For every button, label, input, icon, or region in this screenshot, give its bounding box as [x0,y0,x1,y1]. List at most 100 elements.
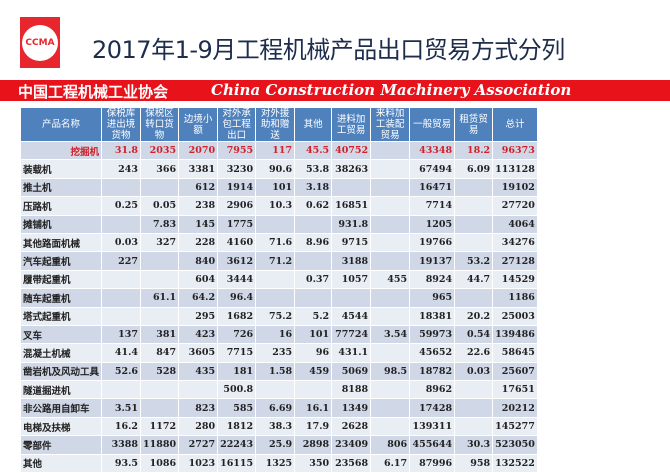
value-cell: 139311 [409,416,456,437]
value-cell [101,306,142,326]
value-cell [370,288,411,308]
value-cell: 500.8 [217,380,257,400]
value-cell [331,288,372,308]
value-cell: 0.25 [101,196,142,216]
value-cell: 61.1 [140,288,180,308]
value-cell: 4544 [331,306,372,326]
value-cell: 1775 [217,214,257,234]
value-cell: 11880 [140,435,180,455]
value-cell: 1349 [331,398,372,418]
value-cell: 41.4 [101,343,142,363]
value-cell: 2070 [178,140,219,161]
value-cell [370,306,411,326]
column-header: 对外承包工程出口 [217,107,257,142]
value-cell: 235 [255,343,296,363]
value-cell: 0.62 [294,196,333,216]
value-cell [294,380,333,400]
value-cell: 71.6 [255,232,296,253]
value-cell: 8.96 [294,232,333,253]
value-cell [140,380,180,400]
value-cell: 931.8 [331,214,372,234]
value-cell [255,380,296,400]
value-cell: 585 [217,398,257,418]
value-cell: 52.6 [101,361,142,382]
value-cell [255,214,296,234]
value-cell: 965 [409,288,456,308]
value-cell: 20.2 [454,306,494,326]
value-cell: 16471 [409,177,456,198]
product-name-cell: 隧道掘进机 [19,380,103,400]
value-cell: 145277 [492,416,538,437]
value-cell: 6.09 [454,159,494,179]
value-cell: 101 [255,177,296,198]
value-cell: 145 [178,214,219,234]
value-cell: 1914 [217,177,257,198]
value-cell [140,398,180,418]
value-cell [370,159,411,179]
value-cell: 3188 [331,251,372,271]
value-cell [255,269,296,290]
value-cell: 59973 [409,324,456,345]
column-header: 一般贸易 [409,107,456,142]
column-header: 对外援助和赠送 [255,107,296,142]
value-cell [370,380,411,400]
table-row: 其他路面机械 0.03 327 228 4160 71.6 8.96 9715 19766 342… [19,232,538,253]
value-cell: 16851 [331,196,372,216]
value-cell: 77724 [331,324,372,345]
value-cell: 90.6 [255,159,296,179]
value-cell: 3230 [217,159,257,179]
table-row: 履带起重机 604 3444 0.37 1057 455 8924 44.7 14529 [19,269,538,290]
value-cell [140,251,180,271]
value-cell: 1086 [140,453,180,473]
value-cell [294,214,333,234]
column-header: 租赁贸易 [454,107,494,142]
value-cell: 113128 [492,159,538,179]
value-cell [454,177,494,198]
value-cell: 5069 [331,361,372,382]
value-cell: 45652 [409,343,456,363]
logo-text: CCMA [22,24,58,61]
value-cell: 17651 [492,380,538,400]
value-cell: 455 [370,269,411,290]
product-name-cell: 叉车 [19,324,103,345]
value-cell: 3.18 [294,177,333,198]
value-cell: 22.6 [454,343,494,363]
table-row: 摊铺机 7.83 145 1775 931.8 1205 4064 [19,214,538,234]
value-cell: 67494 [409,159,456,179]
header-row: 产品名称 保税库进出境货物 保税区转口货物 边境小额 对外承包工程出口 对外援助和赠送 其他… [19,107,538,142]
value-cell: 243 [101,159,142,179]
value-cell: 17.9 [294,416,333,437]
table-row: 压路机 0.25 0.05 238 2906 10.3 0.62 16851 7714 27720 [19,196,538,216]
value-cell [178,380,219,400]
value-cell [294,251,333,271]
association-banner: 中国工程机械工业协会 China Construction Machinery … [0,80,670,101]
value-cell: 726 [217,324,257,345]
column-header: 进料加工贸易 [331,107,372,142]
value-cell: 71.2 [255,251,296,271]
value-cell [370,177,411,198]
value-cell: 806 [370,435,411,455]
value-cell: 0.37 [294,269,333,290]
table-row: 混凝土机械 41.4 847 3605 7715 235 96 431.1 45652 22.6 5… [19,343,538,363]
table-row: 隧道掘进机 500.8 8188 8962 17651 [19,380,538,400]
value-cell [370,416,411,437]
value-cell [454,398,494,418]
value-cell: 27128 [492,251,538,271]
value-cell [370,232,411,253]
value-cell: 31.8 [101,140,142,161]
product-name-cell: 其他 [19,453,103,473]
product-name-cell: 挖掘机 [19,140,103,161]
value-cell: 8188 [331,380,372,400]
value-cell: 823 [178,398,219,418]
value-cell: 132522 [492,453,538,473]
value-cell: 96 [294,343,333,363]
value-cell [454,196,494,216]
value-cell: 43348 [409,140,456,161]
value-cell: 2727 [178,435,219,455]
value-cell: 34276 [492,232,538,253]
product-name-cell: 汽车起重机 [19,251,103,271]
value-cell: 14529 [492,269,538,290]
column-header: 来料加工装配贸易 [370,107,411,142]
product-name-cell: 推土机 [19,177,103,198]
value-cell: 3612 [217,251,257,271]
